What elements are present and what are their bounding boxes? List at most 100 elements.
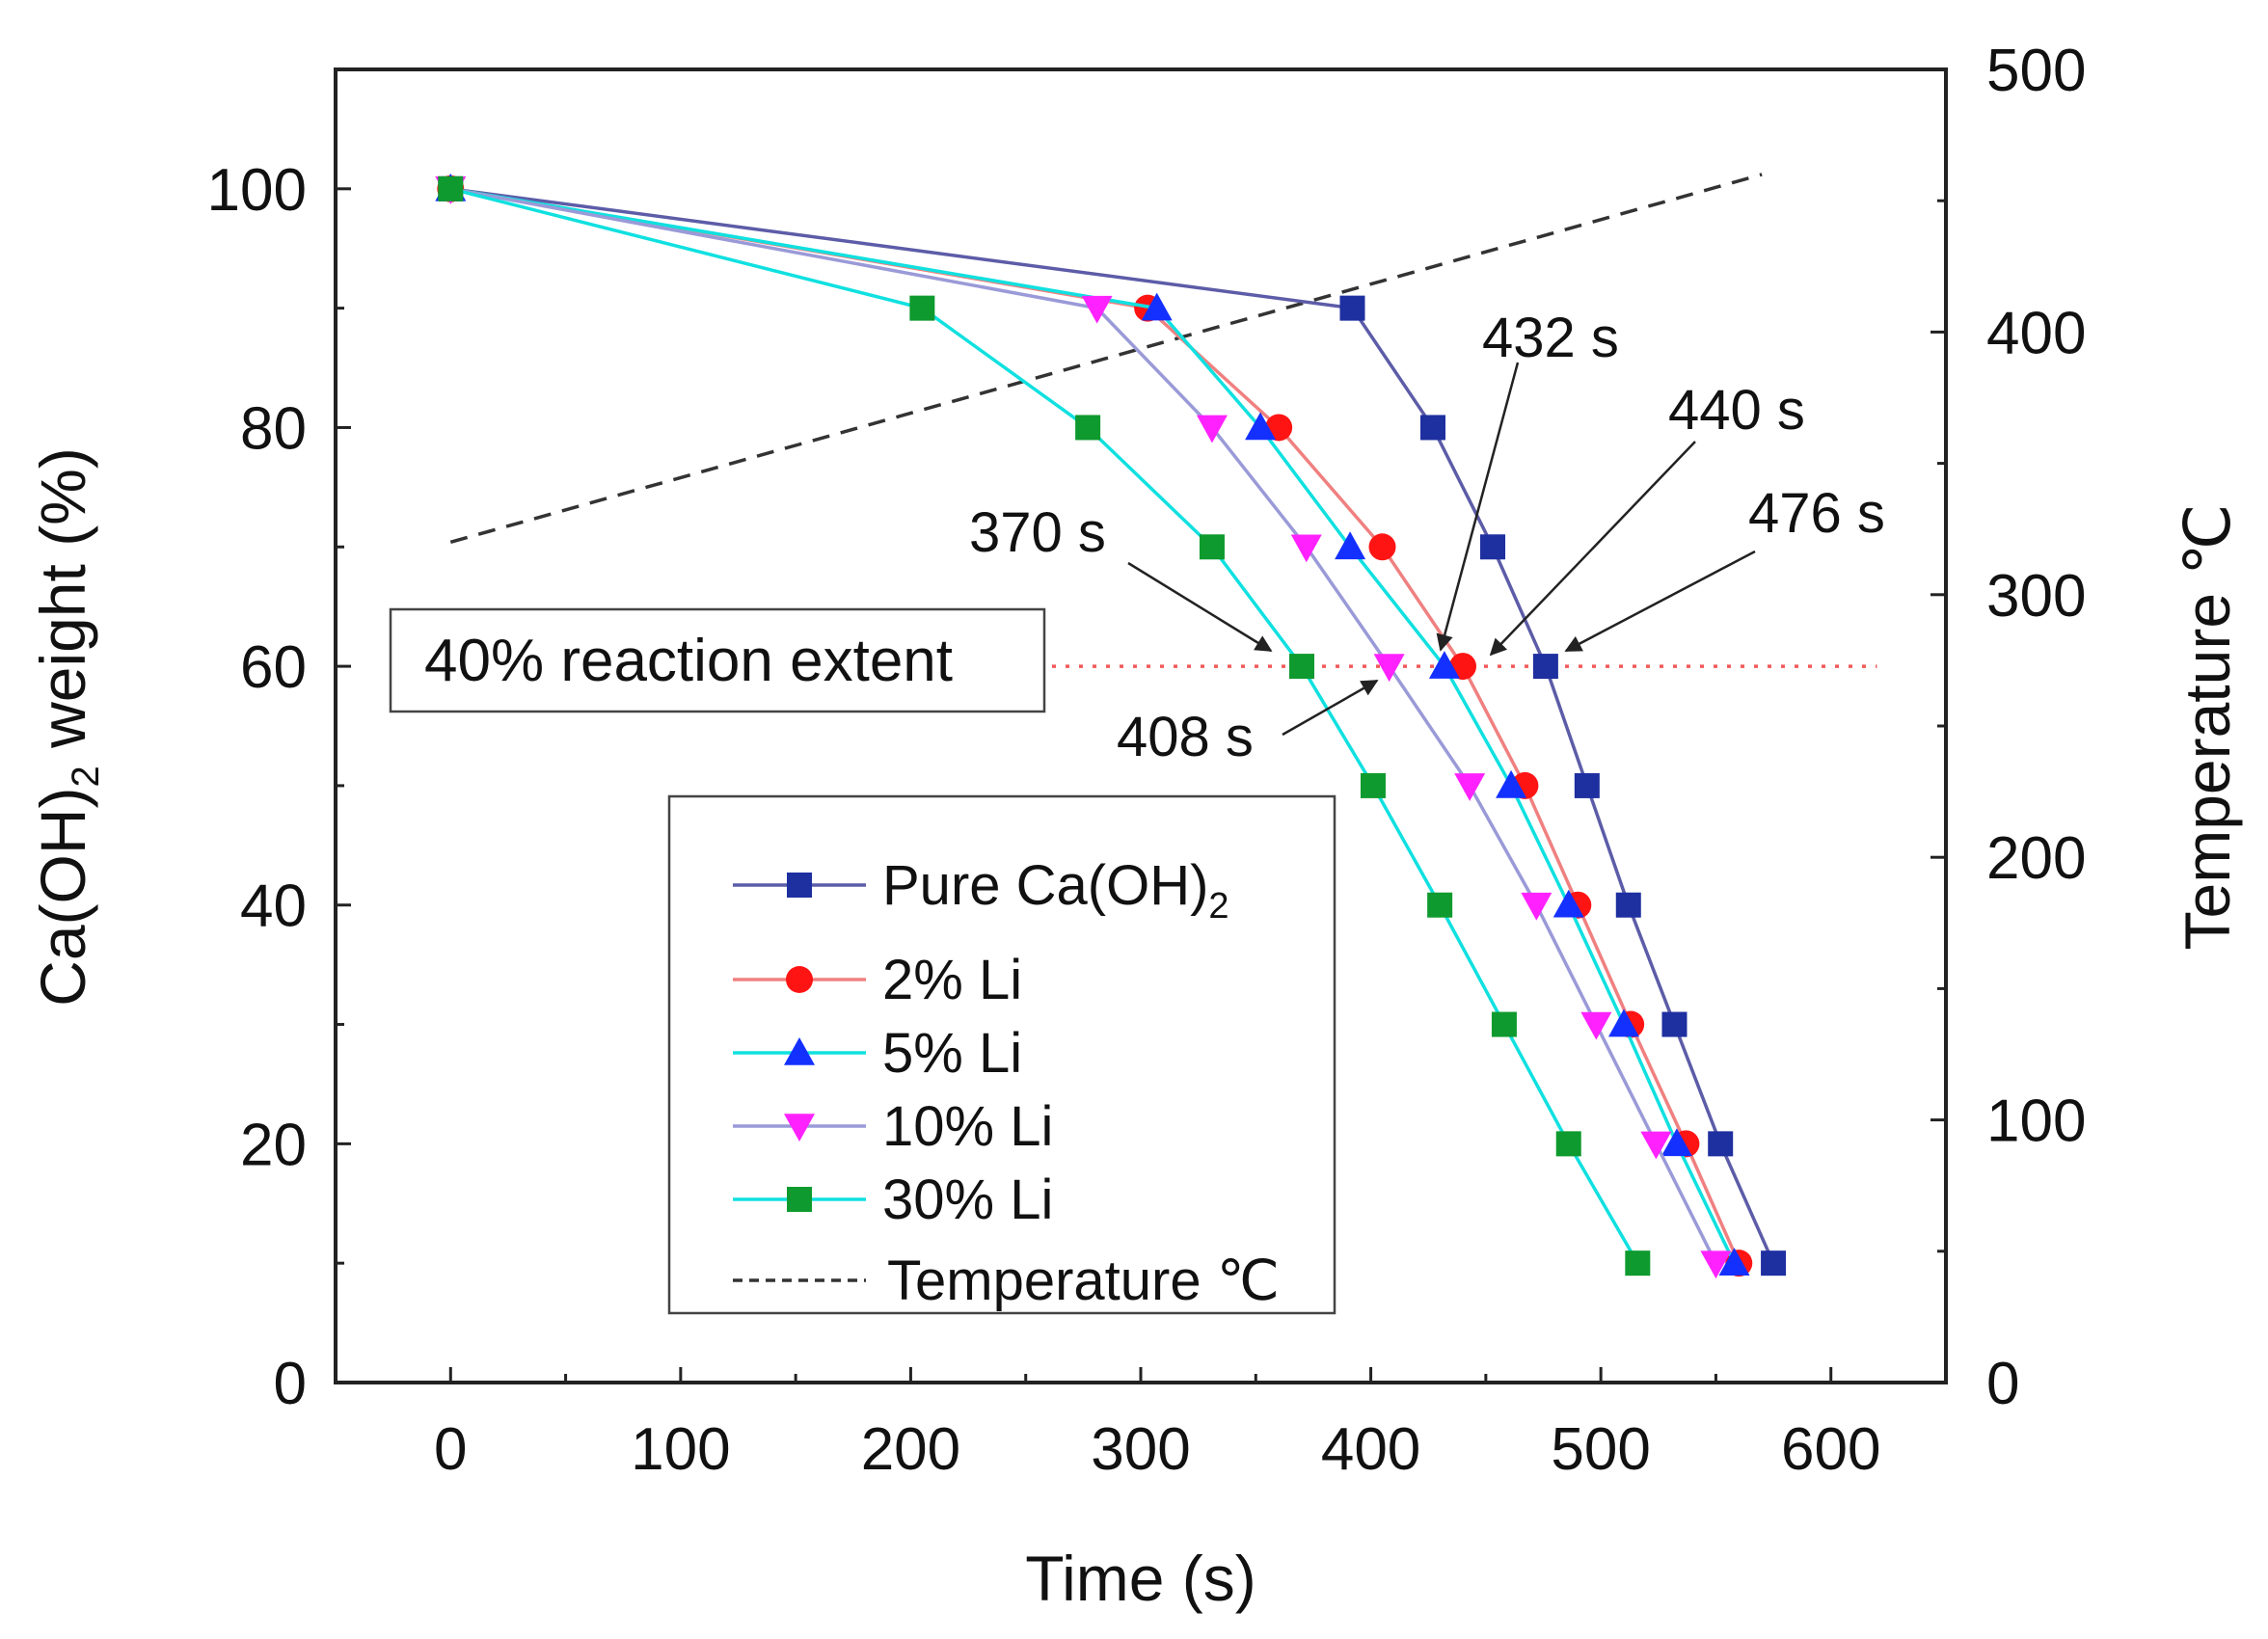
y2-tick-label: 0 <box>1986 1351 2019 1417</box>
y2-axis-title: Temperature ℃ <box>2172 504 2243 951</box>
data-point <box>1555 1131 1581 1157</box>
data-point <box>1615 892 1641 918</box>
legend-label-main: 10% Li <box>882 1095 1053 1158</box>
y-tick-label: 60 <box>240 634 307 701</box>
reaction-extent-label: 40% reaction extent <box>424 628 953 694</box>
data-point <box>1761 1250 1787 1276</box>
data-point <box>1708 1131 1734 1157</box>
data-point <box>1290 534 1322 563</box>
legend: Pure Ca(OH)2 2% Li 5% Li 10% Li 30% Li Tempe… <box>667 794 1336 1315</box>
x-tick-label: 600 <box>1781 1416 1880 1483</box>
series-line <box>449 187 1639 1265</box>
annotations: 370 s 408 s 432 s 440 s 476 s <box>969 307 1885 768</box>
data-point <box>1081 295 1113 324</box>
data-point <box>1532 654 1558 680</box>
data-point <box>1521 892 1552 921</box>
data-point <box>1496 769 1527 798</box>
data-point <box>1196 415 1228 443</box>
legend-label: 5% Li <box>882 1022 1022 1085</box>
series-4 <box>438 175 1651 1276</box>
annotation-370s: 370 s <box>969 501 1106 564</box>
annotation-432s: 432 s <box>1482 307 1619 369</box>
data-point <box>1718 1248 1750 1276</box>
y-axis-title-sub: 2 <box>65 766 107 787</box>
legend-marker <box>787 873 812 898</box>
arrow-440s <box>1489 441 1696 657</box>
temperature-line <box>449 173 1763 545</box>
legend-label-main: 5% Li <box>882 1022 1022 1085</box>
y-tick-label: 100 <box>207 157 307 224</box>
data-point <box>1580 1011 1612 1040</box>
legend-temperature-label: Temperature ℃ <box>887 1249 1280 1312</box>
annotation-440s: 440 s <box>1668 379 1805 442</box>
data-point <box>1480 534 1506 560</box>
y-axis-title-tail: weight (%) <box>27 447 98 766</box>
legend-marker <box>787 1187 812 1212</box>
data-point <box>1491 1011 1517 1037</box>
legend-label: Pure Ca(OH)2 <box>882 854 1229 927</box>
data-point <box>438 175 464 202</box>
data-point <box>1245 412 1277 441</box>
x-tick-label: 400 <box>1321 1416 1420 1483</box>
legend-label: 10% Li <box>882 1095 1053 1158</box>
y2-tick-label: 500 <box>1986 38 2086 104</box>
arrow-432s <box>1436 362 1520 652</box>
y-tick-label: 80 <box>240 395 307 462</box>
data-point <box>1075 415 1101 441</box>
annotation-476s: 476 s <box>1748 482 1885 545</box>
y-axis-title-main: Ca(OH) <box>27 788 98 1007</box>
legend-label-sub: 2 <box>1208 886 1228 927</box>
data-point <box>1552 889 1584 918</box>
data-point <box>1661 1011 1688 1037</box>
y-tick-label: 40 <box>240 873 307 940</box>
legend-marker <box>784 1037 815 1065</box>
legend-label-main: 2% Li <box>882 949 1022 1011</box>
data-point <box>909 295 935 321</box>
y-axis-title: Ca(OH)2 weight (%) <box>27 447 107 1007</box>
data-point <box>1454 773 1486 801</box>
legend-box <box>667 794 1336 1315</box>
x-tick-label: 200 <box>861 1416 960 1483</box>
data-point <box>1419 415 1445 441</box>
data-point <box>1368 533 1396 561</box>
arrow-476s <box>1564 550 1756 653</box>
y2-tick-label: 400 <box>1986 300 2086 366</box>
x-tick-label: 300 <box>1091 1416 1190 1483</box>
series-layer <box>435 173 1787 1279</box>
data-point <box>1660 1128 1692 1157</box>
data-point <box>1640 1131 1672 1160</box>
data-point <box>1574 772 1600 798</box>
legend-marker <box>786 966 813 993</box>
series-2 <box>435 173 1750 1276</box>
data-point <box>1608 1008 1639 1037</box>
annotation-408s: 408 s <box>1117 706 1254 768</box>
series-3 <box>435 176 1732 1279</box>
arrow-370s <box>1127 561 1273 653</box>
series-line <box>449 187 1737 1264</box>
data-point <box>1289 654 1314 680</box>
data-point <box>1199 534 1225 560</box>
legend-label-main: 30% Li <box>882 1169 1053 1231</box>
data-point <box>1335 531 1366 560</box>
data-point <box>1700 1250 1732 1279</box>
legend-marker <box>784 1114 815 1142</box>
data-point <box>1339 295 1365 321</box>
legend-label: 2% Li <box>882 949 1022 1011</box>
data-point <box>1373 654 1405 683</box>
y2-tick-label: 300 <box>1986 563 2086 630</box>
arrow-408s <box>1282 679 1379 737</box>
data-point <box>1427 892 1453 918</box>
y2-tick-label: 100 <box>1986 1088 2086 1155</box>
y-tick-label: 20 <box>240 1112 307 1178</box>
axis-ticks: 0 100 200 300 400 500 600 0 20 40 60 80 100 0 100 200 30… <box>207 38 2087 1483</box>
data-point <box>1360 772 1386 798</box>
legend-label: 30% Li <box>882 1169 1053 1231</box>
data-point <box>1141 292 1173 321</box>
y-tick-label: 0 <box>274 1351 307 1417</box>
legend-label-main: Pure Ca(OH) <box>882 854 1208 917</box>
x-tick-label: 0 <box>434 1416 467 1483</box>
data-point <box>1428 651 1460 679</box>
data-point <box>1625 1250 1651 1276</box>
y2-tick-label: 200 <box>1986 825 2086 892</box>
